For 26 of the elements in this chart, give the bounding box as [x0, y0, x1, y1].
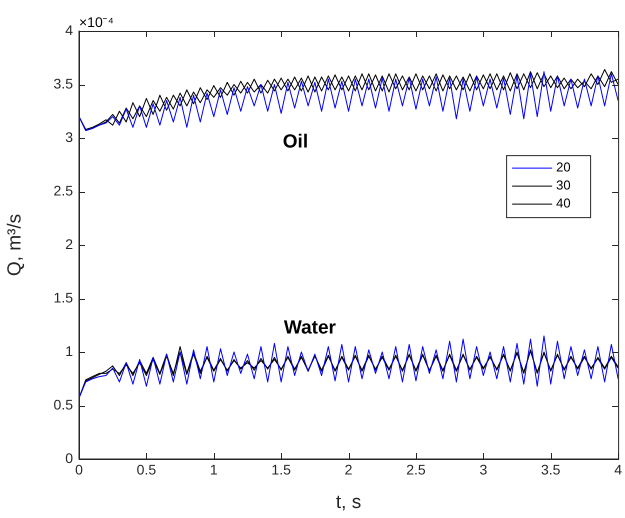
y-tick-label: 1.5 — [54, 289, 74, 306]
y-tick-label: 3 — [65, 128, 74, 145]
x-tick-label: 4 — [614, 461, 622, 478]
legend-label: 40 — [556, 196, 571, 211]
x-tick-label: 1 — [210, 461, 218, 478]
y-tick-label: 4 — [65, 22, 74, 38]
annotation: Water — [284, 318, 337, 339]
x-tick-label: 2.5 — [406, 461, 426, 478]
text: ×10⁻⁴ — [79, 14, 114, 30]
legend-label: 20 — [556, 160, 571, 175]
y-tick-label: 2 — [65, 236, 74, 252]
x-tick-label: 0.5 — [136, 461, 156, 478]
y-axis-title: Q, m³/s — [4, 214, 26, 276]
x-tick-label: 1.5 — [271, 461, 292, 478]
x-tick-label: 3 — [479, 461, 488, 478]
x-tick-label: 3.5 — [540, 461, 561, 478]
y-tick-label: 3.5 — [54, 75, 74, 92]
x-tick-label: 2 — [344, 461, 353, 478]
y-tick-label: 2.5 — [54, 182, 74, 198]
y-tick-label: 1 — [65, 342, 74, 359]
legend-label: 30 — [556, 178, 571, 193]
y-tick-label: 0 — [65, 450, 74, 466]
annotation: Oil — [282, 132, 308, 153]
x-axis-title: t, s — [336, 492, 362, 513]
y-tick-label: 0.5 — [54, 396, 74, 412]
x-tick-label: 0 — [75, 461, 84, 478]
